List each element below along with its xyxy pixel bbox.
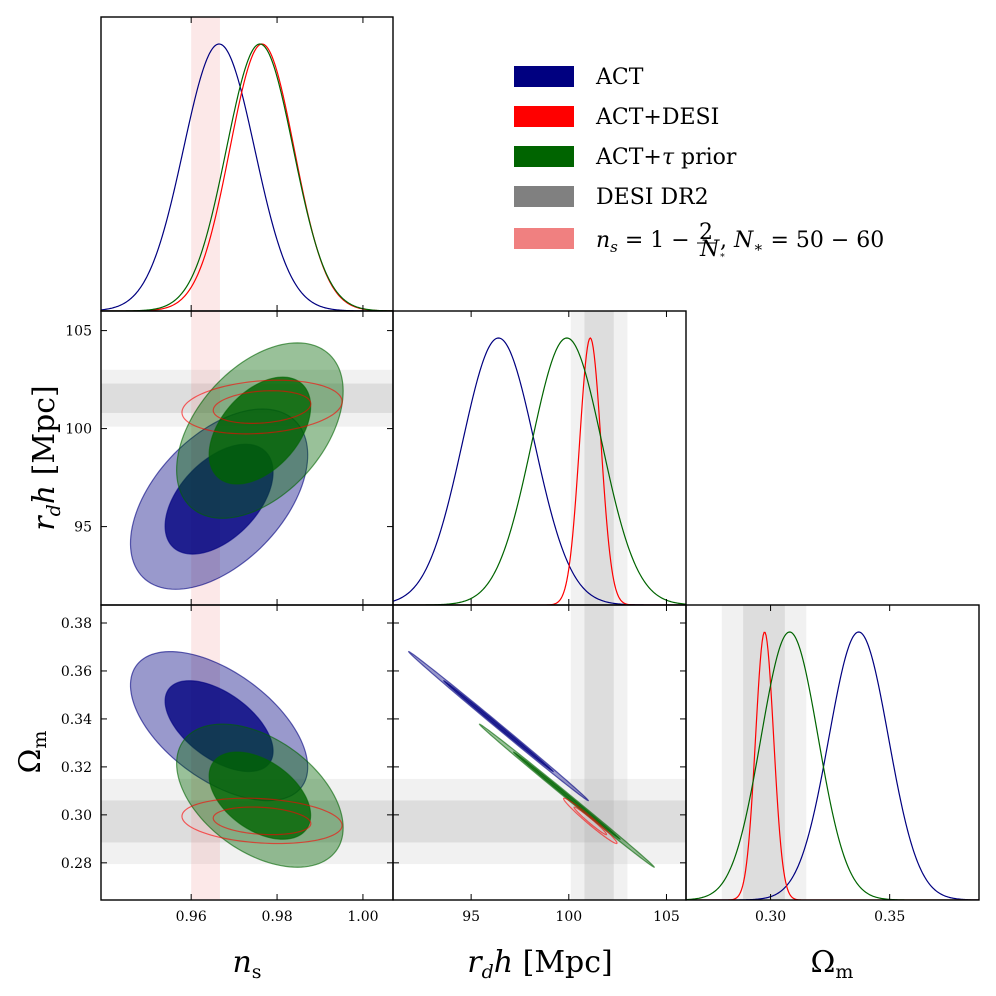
ylabel-om: Ωm <box>13 731 51 774</box>
x-tick-label-ns: 0.96 <box>176 909 207 925</box>
y-tick-label-rdh: 100 <box>65 422 92 438</box>
panel-frame <box>392 310 687 606</box>
y-tick-label-om: 0.34 <box>61 712 92 728</box>
svg-text:, N∗ = 50 − 60: , N∗ = 50 − 60 <box>720 228 884 256</box>
panel-frame <box>100 16 394 312</box>
legend-label-ns-band: ns = 1 − 2 N∗ , N∗ = 50 − 60 <box>596 220 884 262</box>
contour-95-act-desi-1 <box>562 797 618 845</box>
x-tick-label-rdh: 95 <box>462 909 480 925</box>
xlabel-om: Ωm <box>811 945 854 983</box>
marginal-ns-act-desi-1 <box>101 43 393 311</box>
legend-swatch-act-tau <box>514 146 574 167</box>
x-tick-label-ns: 0.98 <box>261 909 292 925</box>
panel-p21: 95 100 105 <box>392 604 687 925</box>
x-tick-label-ns: 1.00 <box>347 909 378 925</box>
x-tick-label-rdh: 105 <box>653 909 680 925</box>
legend-label-act-desi: ACT+DESI <box>595 105 719 130</box>
desi-rdh-band-2sigma <box>570 311 628 605</box>
contour-68-act-desi-1 <box>212 390 312 424</box>
contour-95-act-desi-1 <box>181 379 343 435</box>
y-tick-label-rdh: 105 <box>65 324 92 340</box>
contour-68-act--2 <box>208 751 312 840</box>
svg-text:N∗: N∗ <box>699 237 725 262</box>
ns-attractor-band <box>191 17 220 311</box>
legend-swatch-act <box>514 66 574 87</box>
svg-text:2: 2 <box>699 220 713 245</box>
contour-68-act-0 <box>164 680 274 773</box>
contour-95-act-desi-1 <box>181 797 343 845</box>
x-tick-label-om: 0.30 <box>755 909 786 925</box>
xlabel-rdh: rdh [Mpc] <box>467 945 613 983</box>
desi-om-band-2sigma <box>721 605 807 900</box>
x-tick-label-rdh: 100 <box>555 909 582 925</box>
legend-label-desi: DESI DR2 <box>596 185 709 210</box>
svg-text:ns = 1 −: ns = 1 − <box>596 228 690 256</box>
contour-68-act-0 <box>442 680 554 773</box>
ylabel-rdh: rdh [Mpc] <box>27 385 65 531</box>
desi-rdh-band-2sigma <box>570 605 628 900</box>
xlabel-ns: ns <box>232 945 261 983</box>
y-tick-label-rdh: 95 <box>74 520 92 536</box>
marginal-ns-act-0 <box>101 43 393 311</box>
legend-swatch-act-desi <box>514 106 574 127</box>
desi-rdh-band-1sigma <box>584 605 614 900</box>
legend-label-act: ACT <box>595 65 644 90</box>
desi-om-band-1sigma <box>393 800 686 843</box>
x-tick-label-om: 0.35 <box>874 909 905 925</box>
y-tick-label-om: 0.30 <box>61 808 92 824</box>
y-tick-label-om: 0.32 <box>61 760 92 776</box>
panel-p00 <box>100 16 394 312</box>
panel-p11 <box>392 310 687 606</box>
y-tick-label-om: 0.38 <box>61 616 92 632</box>
marginal-ns-act--2 <box>101 43 393 311</box>
legend: ACT ACT+DESI ACT+τ prior DESI DR2 ns = 1… <box>514 65 884 262</box>
y-tick-label-om: 0.28 <box>61 856 92 872</box>
marginal-rdh-act-0 <box>393 337 686 605</box>
desi-rdh-band-1sigma <box>584 311 614 605</box>
contour-68-act-desi-1 <box>212 806 312 836</box>
panel-p20: 0.28 0.30 0.32 0.34 0.36 0.38 0.96 0.98 1.00 <box>61 604 394 925</box>
contour-68-act-desi-1 <box>573 806 608 836</box>
panel-p10: 95 100 105 <box>65 310 394 606</box>
legend-label-act-tau: ACT+τ prior <box>595 145 737 170</box>
marginal-om-act-desi-1 <box>686 631 979 900</box>
marginal-rdh-act-desi-1 <box>393 337 686 605</box>
panel-frame <box>685 604 980 901</box>
panel-p22: 0.30 0.35 <box>685 604 980 925</box>
legend-swatch-desi <box>514 186 574 207</box>
y-tick-label-om: 0.36 <box>61 664 92 680</box>
marginal-om-act--2 <box>686 631 979 900</box>
marginal-rdh-act--2 <box>393 337 686 605</box>
desi-om-band-2sigma <box>393 778 686 865</box>
legend-swatch-ns-band <box>514 228 574 249</box>
